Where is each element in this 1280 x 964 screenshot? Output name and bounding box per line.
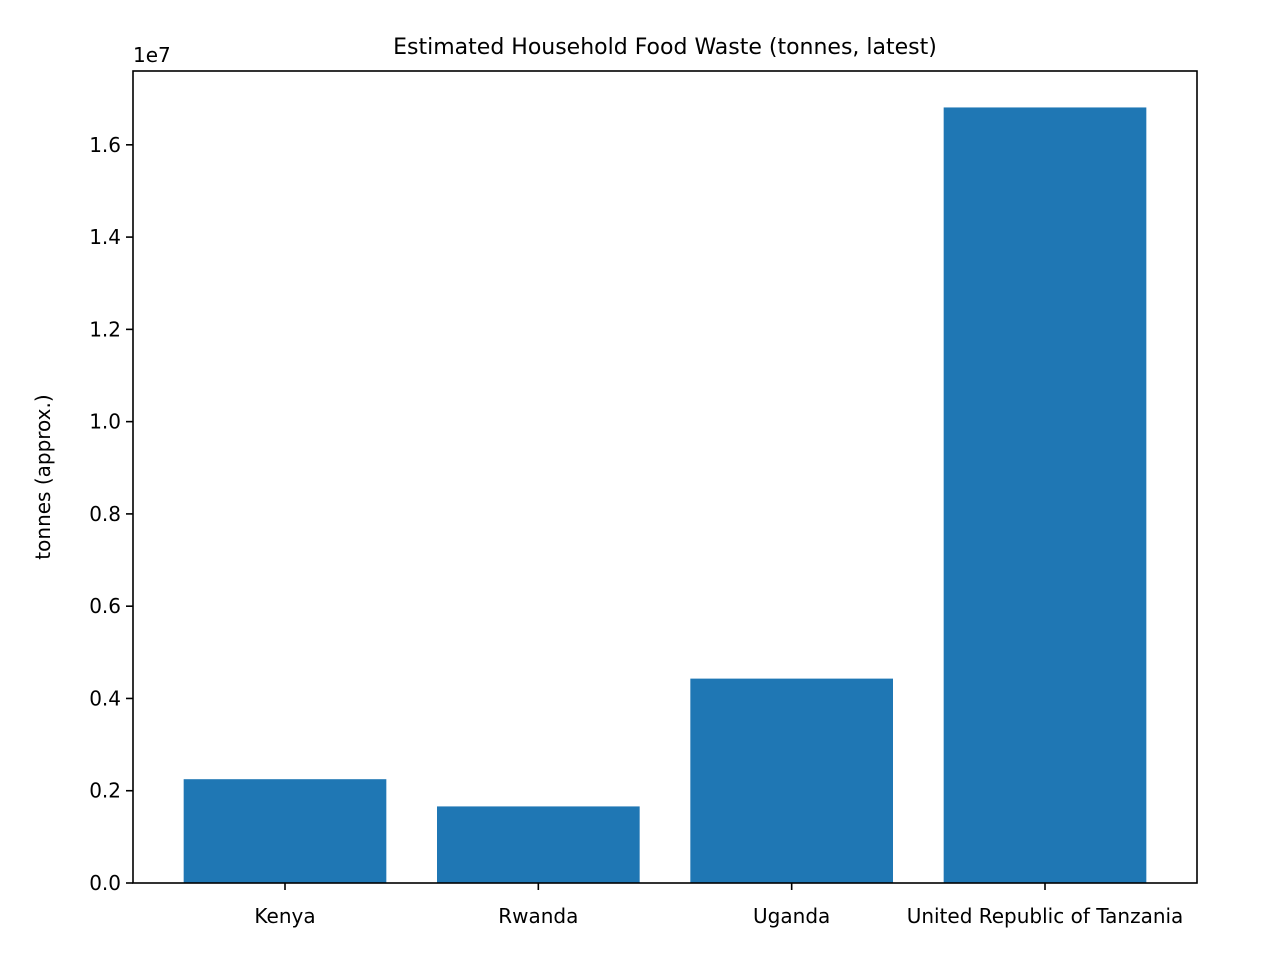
y-tick-label: 1.0 [89,410,121,434]
x-axis: Kenya Rwanda Uganda United Republic of Tanz… [254,883,1183,928]
bar-kenya [183,779,387,883]
x-tick-label: Uganda [753,904,830,928]
y-tick-label: 1.4 [89,225,121,249]
y-tick-label: 1.6 [89,133,121,157]
y-tick-label: 0.4 [89,686,121,710]
x-tick-label: Kenya [254,904,315,928]
bar-uganda [690,678,893,883]
y-axis-offset-label: 1e7 [133,43,171,67]
y-axis: 0.0 0.2 0.4 0.6 0.8 1.0 1.2 1.4 1.6 [89,133,133,895]
bars-group [183,107,1147,883]
y-tick-label: 0.2 [89,779,121,803]
y-tick-label: 1.2 [89,317,121,341]
x-tick-label: Rwanda [498,904,578,928]
x-tick-label: United Republic of Tanzania [907,904,1184,928]
y-tick-label: 0.6 [89,594,121,618]
bar-rwanda [437,806,640,883]
y-tick-label: 0.8 [89,502,121,526]
y-tick-label: 0.0 [89,871,121,895]
y-axis-label: tonnes (approx.) [31,394,55,559]
chart-title: Estimated Household Food Waste (tonnes, … [393,35,937,60]
plot-area-frame [132,70,1198,884]
bar-united-republic-of-tanzania [943,107,1147,883]
